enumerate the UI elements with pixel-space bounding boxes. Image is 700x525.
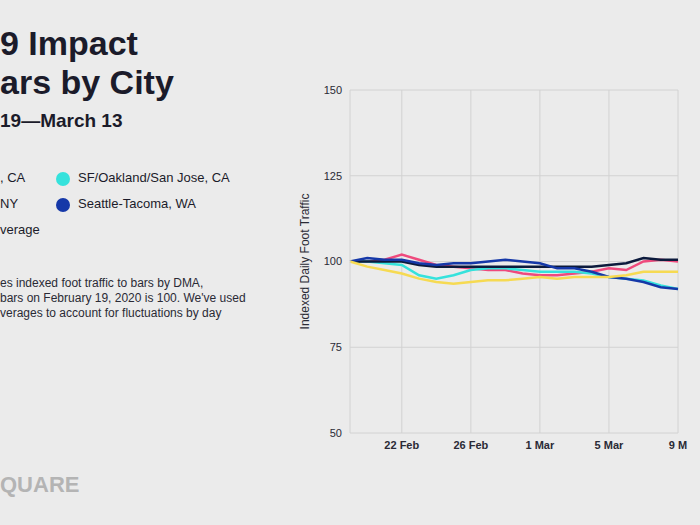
html-text:verage: verage	[0, 222, 40, 237]
html-text:19—March 13: 19—March 13	[0, 110, 123, 131]
html-text:verages to account for fluctua: verages to account for fluctuations by d…	[0, 306, 222, 320]
html-text:9 Impact: 9 Impact	[0, 24, 138, 62]
svg-text:9 M: 9 M	[669, 439, 687, 451]
html-text:, CA: , CA	[0, 170, 26, 185]
svg-text:125: 125	[324, 170, 342, 182]
html-text:ars by City: ars by City	[0, 63, 174, 101]
svg-text:75: 75	[330, 341, 342, 353]
svg-text:22 Feb: 22 Feb	[384, 439, 419, 451]
svg-text:50: 50	[330, 427, 342, 439]
svg-text:150: 150	[324, 84, 342, 96]
html-text:QUARE: QUARE	[0, 472, 80, 497]
svg-text:5 Mar: 5 Mar	[595, 439, 624, 451]
svg-text:Indexed Daily Foot Traffic: Indexed Daily Foot Traffic	[298, 194, 312, 330]
svg-text:26 Feb: 26 Feb	[453, 439, 488, 451]
html-text:bars on February 19, 2020 is 1: bars on February 19, 2020 is 100. We've …	[0, 291, 246, 305]
html-text:Seattle-Tacoma, WA: Seattle-Tacoma, WA	[78, 196, 196, 211]
html-text:es indexed foot traffic to bar: es indexed foot traffic to bars by DMA,	[0, 276, 204, 290]
html-text:SF/Oakland/San Jose, CA: SF/Oakland/San Jose, CA	[78, 170, 230, 185]
svg-text:100: 100	[324, 255, 342, 267]
svg-text:1 Mar: 1 Mar	[526, 439, 555, 451]
html-text:NY: NY	[0, 196, 19, 211]
